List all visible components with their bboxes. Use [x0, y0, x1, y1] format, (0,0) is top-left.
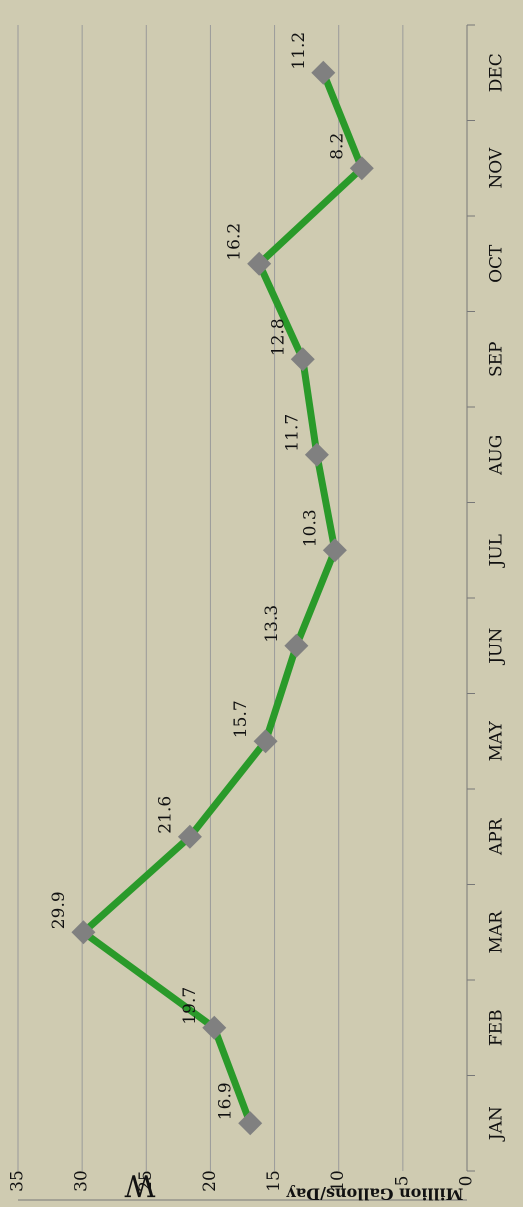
marker: [247, 251, 272, 276]
data-label: 8.2: [327, 133, 347, 160]
data-label: 16.2: [225, 223, 245, 261]
data-label: 13.3: [262, 605, 282, 643]
y-tick-label: 35: [8, 1170, 28, 1192]
data-label: 29.9: [49, 891, 69, 929]
data-label: 10.3: [300, 509, 320, 547]
marker: [322, 538, 347, 563]
x-tick-label: SEP: [487, 342, 507, 378]
y-tick-label: 5: [392, 1176, 412, 1187]
x-tick-label: JAN: [487, 1106, 507, 1142]
x-tick-label: APR: [487, 817, 507, 856]
rotated-chart: 0 5 10 15 20 25 30 35 Million Gallons/Day W JAN 16.…: [8, 24, 507, 1204]
data-label: 15.7: [231, 700, 251, 738]
data-label: 12.8: [268, 318, 288, 356]
x-tick-label: NOV: [487, 147, 507, 189]
chart-title: W: [124, 1167, 155, 1202]
x-tick-label: FEB: [487, 1009, 507, 1046]
data-label: 21.6: [155, 796, 175, 834]
marker: [253, 729, 278, 754]
y-tick-label: 25: [136, 1170, 156, 1192]
marker: [71, 920, 96, 945]
data-label: 16.9: [216, 1082, 236, 1120]
x-tick-label: OCT: [487, 244, 507, 283]
y-tick-label: 20: [200, 1170, 220, 1192]
x-tick-label: JUN: [487, 628, 507, 666]
y-tick-label: 15: [264, 1170, 284, 1192]
marker: [349, 156, 374, 181]
x-tick-label: JUL: [487, 534, 507, 568]
y-tick-label: 0: [457, 1176, 477, 1187]
data-label: 11.7: [282, 414, 302, 452]
y-tick-label: 10: [328, 1170, 348, 1192]
marker: [238, 1111, 263, 1136]
x-tick-label: DEC: [487, 53, 507, 92]
data-label: 11.2: [289, 32, 309, 70]
data-line: [79, 71, 366, 1125]
x-tick-label: AUG: [487, 435, 507, 476]
x-tick-label: MAY: [487, 720, 507, 761]
marker: [177, 824, 202, 849]
x-tick-label: MAR: [487, 910, 507, 954]
marker: [311, 60, 336, 85]
y-axis-title: Million Gallons/Day: [286, 1185, 463, 1204]
marker: [202, 1015, 227, 1040]
marker: [284, 633, 309, 658]
marker: [290, 347, 315, 372]
y-tick-label: 30: [72, 1170, 92, 1192]
data-label: 19.7: [180, 987, 200, 1025]
marker: [304, 442, 329, 467]
